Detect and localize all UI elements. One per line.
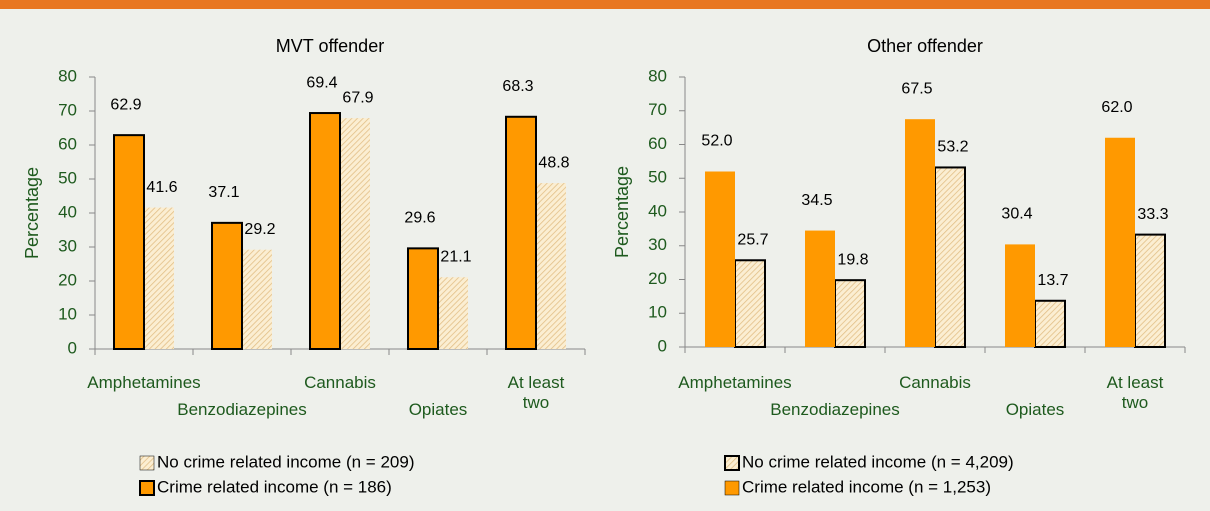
y-tick-label: 30 xyxy=(648,235,667,254)
value-label: 69.4 xyxy=(306,74,337,91)
value-label: 30.4 xyxy=(1001,206,1032,223)
value-label: 37.1 xyxy=(208,184,239,201)
x-tick-label: At least two xyxy=(1106,373,1164,412)
value-label: 29.2 xyxy=(244,221,275,238)
bar xyxy=(407,247,439,350)
value-label: 68.3 xyxy=(502,78,533,95)
bar xyxy=(242,249,272,349)
value-label: 62.0 xyxy=(1101,99,1132,116)
x-tick-label: Benzodiazepines xyxy=(177,400,307,419)
value-label: 62.9 xyxy=(110,96,141,113)
legend-swatch xyxy=(139,480,155,496)
y-tick-label: 0 xyxy=(658,336,667,355)
legend-swatch xyxy=(724,480,740,496)
x-tick-label: Cannabis xyxy=(304,373,376,392)
x-tick-label: Opiates xyxy=(1005,400,1065,419)
bar xyxy=(705,171,735,347)
y-tick-label: 40 xyxy=(58,202,77,221)
bar xyxy=(805,230,835,347)
x-tick-label: Benzodiazepines xyxy=(770,400,900,419)
value-label: 34.5 xyxy=(801,192,832,209)
y-tick-label: 10 xyxy=(648,303,667,322)
y-tick-label: 40 xyxy=(648,201,667,220)
value-label: 13.7 xyxy=(1037,272,1068,289)
y-tick-label: 20 xyxy=(648,269,667,288)
chart-title: Other offender xyxy=(867,36,983,56)
y-tick-label: 80 xyxy=(58,66,77,85)
y-tick-label: 10 xyxy=(58,304,77,323)
bar xyxy=(1005,244,1035,347)
value-label: 29.6 xyxy=(404,210,435,227)
bar xyxy=(1105,137,1135,347)
value-label: 67.9 xyxy=(342,89,373,106)
value-label: 48.8 xyxy=(538,154,569,171)
x-tick-label: Amphetamines xyxy=(678,373,792,392)
x-tick-label: Cannabis xyxy=(899,373,971,392)
bar xyxy=(113,134,145,350)
y-tick-label: 60 xyxy=(648,134,667,153)
bar xyxy=(144,207,174,349)
bar xyxy=(211,221,243,350)
value-label: 53.2 xyxy=(937,139,968,156)
y-tick-label: 70 xyxy=(58,100,77,119)
value-label: 67.5 xyxy=(901,80,932,97)
value-label: 41.6 xyxy=(146,179,177,196)
y-tick-label: 30 xyxy=(58,236,77,255)
legend-swatch xyxy=(724,455,740,471)
y-tick-label: 50 xyxy=(58,168,77,187)
x-tick-label: Opiates xyxy=(408,400,468,419)
value-label: 21.1 xyxy=(440,248,471,265)
bar xyxy=(536,183,566,349)
legend-label: Crime related income (n = 186) xyxy=(157,477,392,496)
bar xyxy=(734,259,766,349)
y-tick-label: 70 xyxy=(648,100,667,119)
bar xyxy=(309,112,341,351)
bar xyxy=(340,118,370,349)
bar xyxy=(1034,299,1066,349)
bar xyxy=(1134,233,1166,348)
bar xyxy=(834,279,866,348)
bar xyxy=(438,277,468,349)
y-tick-label: 20 xyxy=(58,270,77,289)
y-tick-label: 0 xyxy=(68,338,77,357)
value-label: 33.3 xyxy=(1137,206,1168,223)
legend-label: No crime related income (n = 209) xyxy=(157,452,414,471)
bar xyxy=(934,166,966,348)
y-tick-label: 80 xyxy=(648,66,667,85)
legend-label: Crime related income (n = 1,253) xyxy=(742,477,991,496)
y-tick-label: 60 xyxy=(58,134,77,153)
value-label: 19.8 xyxy=(837,251,868,268)
x-tick-label: Amphetamines xyxy=(87,373,201,392)
y-axis-label: Percentage xyxy=(22,167,42,259)
bar xyxy=(905,119,935,347)
bar xyxy=(505,115,537,350)
x-tick-label: At least two xyxy=(507,373,565,412)
value-label: 52.0 xyxy=(701,133,732,150)
value-label: 25.7 xyxy=(737,231,768,248)
y-axis-label: Percentage xyxy=(612,166,632,258)
top-strip xyxy=(0,0,1210,9)
y-tick-label: 50 xyxy=(648,168,667,187)
legend-label: No crime related income (n = 4,209) xyxy=(742,452,1014,471)
chart-title: MVT offender xyxy=(276,36,384,56)
legend-swatch xyxy=(139,455,155,471)
